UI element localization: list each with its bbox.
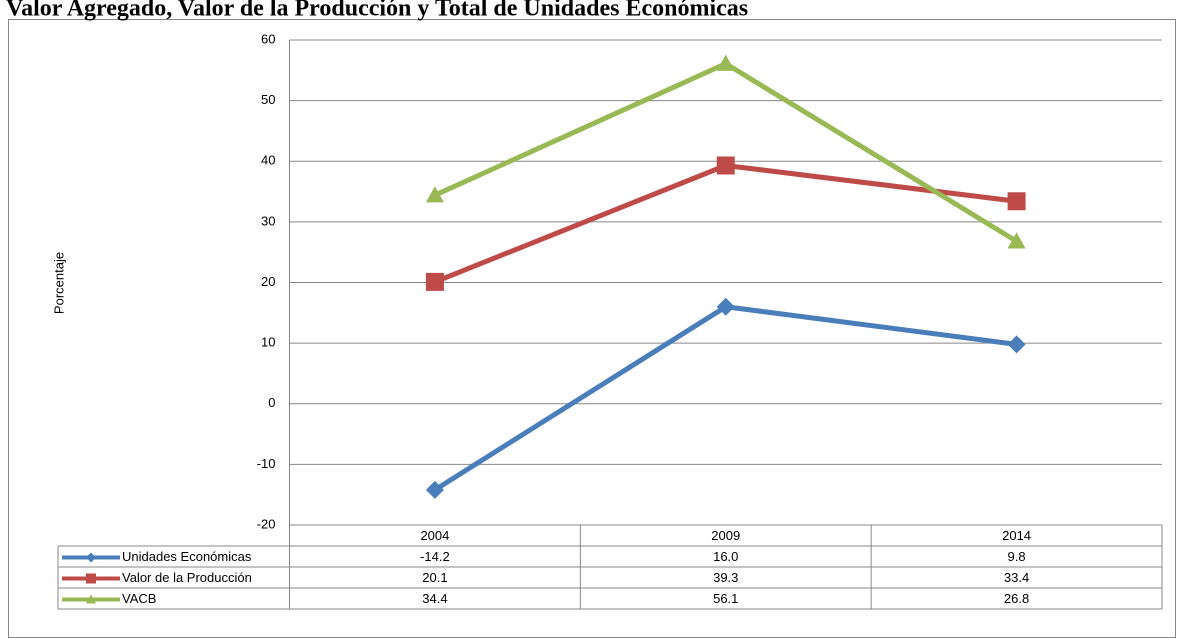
marker bbox=[425, 480, 444, 499]
y-tick-label: 10 bbox=[261, 335, 275, 350]
marker bbox=[716, 54, 735, 71]
legend-label: VACB bbox=[122, 591, 156, 606]
marker bbox=[716, 297, 735, 316]
legend-label: Valor de la Producción bbox=[122, 570, 252, 585]
series-line bbox=[433, 162, 1017, 285]
table-value: 34.4 bbox=[422, 591, 447, 606]
series-line bbox=[433, 61, 1018, 244]
y-tick-label: 0 bbox=[268, 395, 275, 410]
y-tick-label: 60 bbox=[261, 31, 275, 46]
x-tick-label: 2009 bbox=[711, 528, 740, 543]
table-value: -14.2 bbox=[420, 549, 450, 564]
y-tick-label: 50 bbox=[261, 92, 275, 107]
table-value: 33.4 bbox=[1004, 570, 1029, 585]
marker bbox=[1007, 335, 1026, 354]
table-value: 9.8 bbox=[1008, 549, 1026, 564]
marker bbox=[1007, 232, 1026, 249]
marker bbox=[86, 594, 96, 604]
y-tick-label: 20 bbox=[261, 274, 275, 289]
y-tick-label: -20 bbox=[257, 516, 276, 531]
x-tick-label: 2014 bbox=[1002, 528, 1031, 543]
table-value: 39.3 bbox=[713, 570, 738, 585]
table-value: 26.8 bbox=[1004, 591, 1029, 606]
marker bbox=[425, 186, 444, 203]
table-value: 20.1 bbox=[422, 570, 447, 585]
legend-label: Unidades Económicas bbox=[122, 549, 252, 564]
marker bbox=[716, 156, 735, 175]
series-line bbox=[433, 304, 1017, 492]
y-tick-label: 30 bbox=[261, 213, 275, 228]
y-axis-label: Porcentaje bbox=[51, 252, 66, 314]
marker bbox=[1007, 192, 1026, 211]
marker bbox=[86, 573, 96, 584]
y-tick-label: 40 bbox=[261, 153, 275, 168]
table-value: 16.0 bbox=[713, 549, 738, 564]
marker bbox=[425, 272, 444, 291]
chart-border bbox=[8, 19, 1176, 638]
chart-title: Valor Agregado, Valor de la Producción y… bbox=[6, 0, 748, 22]
table-value: 56.1 bbox=[713, 591, 738, 606]
marker bbox=[86, 552, 96, 563]
y-tick-label: -10 bbox=[257, 456, 276, 471]
x-tick-label: 2004 bbox=[420, 528, 449, 543]
